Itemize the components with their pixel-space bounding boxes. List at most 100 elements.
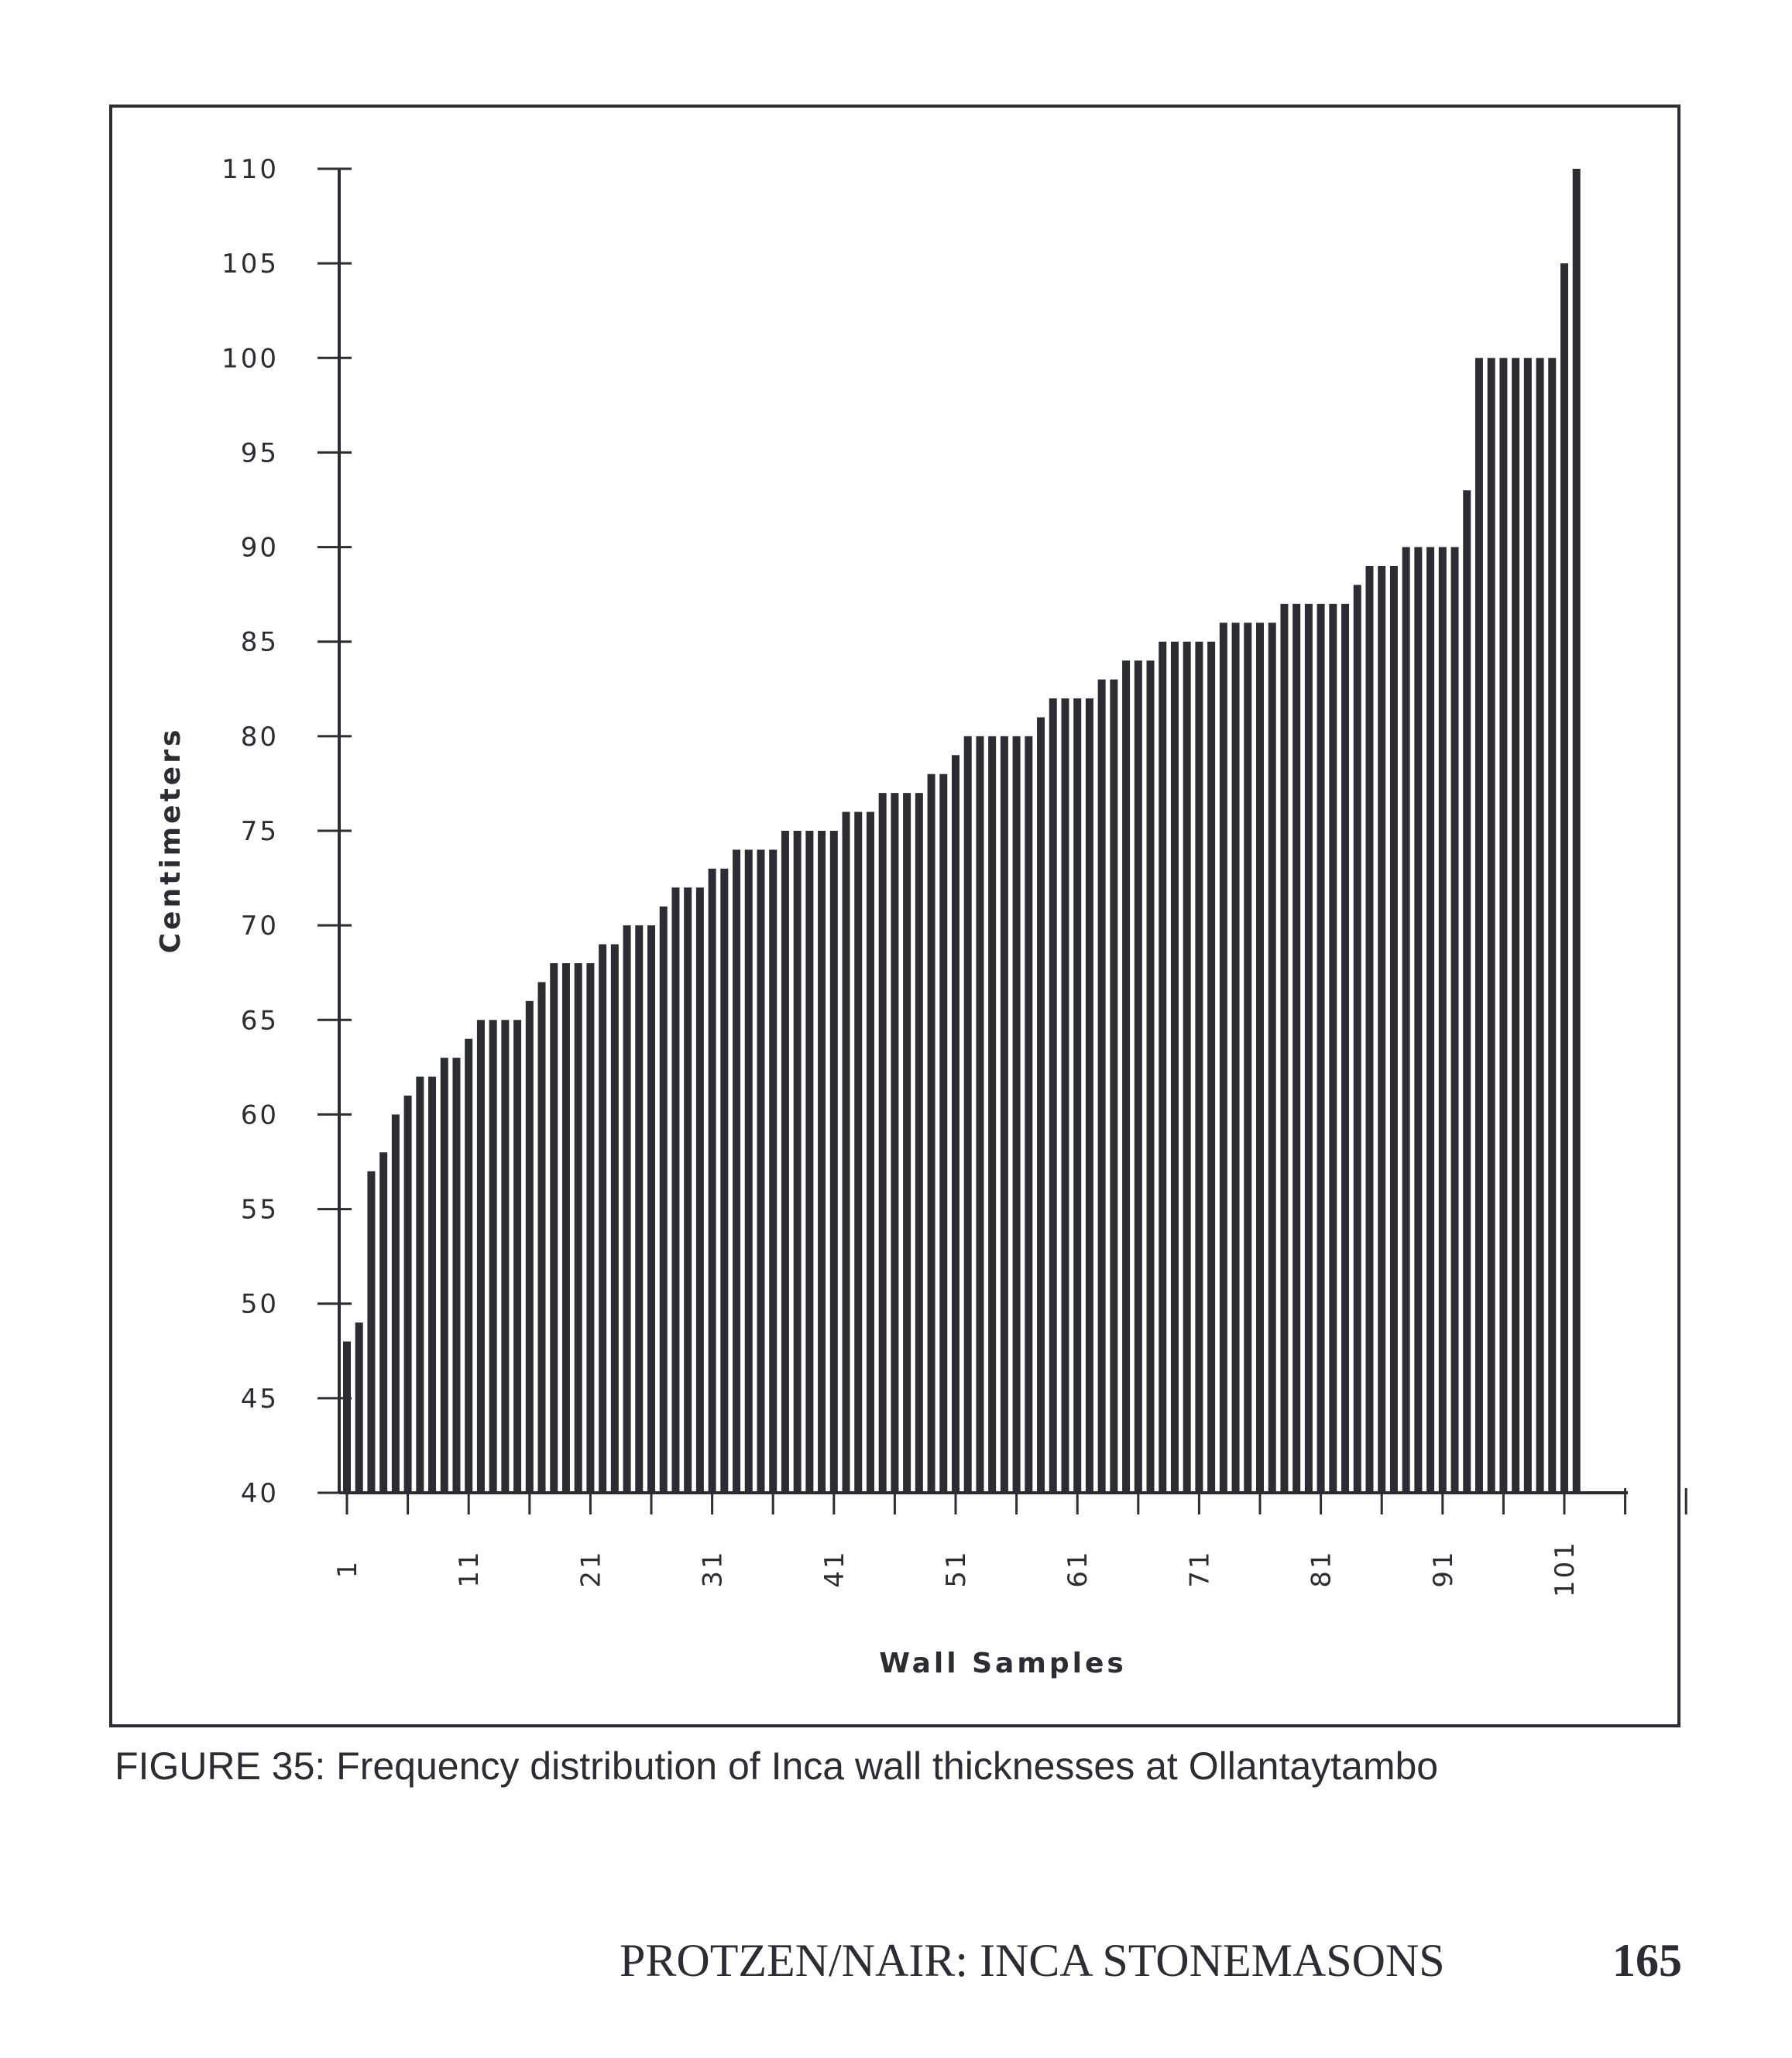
bar bbox=[1195, 641, 1203, 1493]
bar bbox=[866, 811, 874, 1493]
bar bbox=[1207, 641, 1216, 1493]
bar bbox=[671, 887, 680, 1493]
bar bbox=[537, 982, 546, 1493]
bar bbox=[684, 887, 692, 1493]
bar bbox=[343, 1341, 351, 1493]
x-tick-label: 31 bbox=[698, 1549, 729, 1587]
bar bbox=[452, 1058, 461, 1493]
bar bbox=[805, 831, 814, 1493]
bar bbox=[1049, 698, 1057, 1493]
x-tick-label: 1 bbox=[332, 1559, 363, 1579]
bar bbox=[818, 831, 826, 1493]
bar bbox=[1560, 263, 1568, 1494]
bar bbox=[1438, 547, 1447, 1493]
bar bbox=[1061, 698, 1069, 1493]
bar bbox=[659, 906, 668, 1493]
bar bbox=[355, 1322, 363, 1493]
bar bbox=[1159, 641, 1167, 1493]
bar bbox=[1402, 547, 1410, 1493]
bar bbox=[1000, 736, 1008, 1493]
x-tick-label: 21 bbox=[575, 1549, 606, 1587]
bar bbox=[1341, 603, 1350, 1493]
y-tick-label: 90 bbox=[241, 533, 279, 564]
bar bbox=[903, 793, 911, 1493]
bar bbox=[428, 1076, 437, 1493]
bar bbox=[1317, 603, 1325, 1493]
y-tick-label: 105 bbox=[221, 249, 279, 280]
x-tick-label: 61 bbox=[1062, 1549, 1093, 1587]
bar bbox=[1146, 660, 1155, 1494]
bar bbox=[1378, 566, 1386, 1493]
bar bbox=[1025, 736, 1033, 1493]
bar bbox=[525, 1000, 534, 1493]
bars-group bbox=[343, 169, 1581, 1494]
bar bbox=[878, 793, 887, 1493]
bar bbox=[1572, 169, 1581, 1493]
bar bbox=[976, 736, 984, 1493]
bar bbox=[829, 831, 838, 1493]
y-tick-label: 75 bbox=[241, 816, 279, 847]
bar bbox=[367, 1171, 376, 1493]
bar bbox=[647, 925, 655, 1493]
y-tick-label: 65 bbox=[241, 1005, 279, 1036]
y-axis: 40 45 50 55 60 65 70 75 80 85 90 95 100 105 110 bbox=[221, 154, 352, 1509]
bar bbox=[391, 1114, 400, 1493]
x-tick-label: 41 bbox=[819, 1549, 850, 1587]
y-axis-title: Centimeters bbox=[155, 727, 187, 954]
y-tick-label: 85 bbox=[241, 627, 279, 658]
bar bbox=[476, 1020, 485, 1493]
bar bbox=[403, 1096, 412, 1493]
page-number: 165 bbox=[1612, 1935, 1682, 1986]
bar bbox=[489, 1020, 497, 1493]
figure-caption: FIGURE 35: Frequency distribution of Inc… bbox=[115, 1744, 1439, 1788]
x-tick-label: 71 bbox=[1184, 1549, 1215, 1587]
bar bbox=[1353, 585, 1361, 1493]
bar bbox=[695, 887, 704, 1493]
bar bbox=[1110, 679, 1118, 1493]
bar bbox=[440, 1058, 448, 1493]
bar bbox=[599, 944, 607, 1493]
bar bbox=[1012, 736, 1021, 1493]
bar bbox=[1414, 547, 1423, 1493]
bar bbox=[623, 925, 631, 1493]
bar bbox=[720, 868, 729, 1493]
bar bbox=[1097, 679, 1106, 1493]
x-axis: 1 11 21 31 41 51 61 71 81 91 101 bbox=[332, 1488, 1687, 1597]
bar bbox=[610, 944, 619, 1493]
bar bbox=[513, 1020, 522, 1493]
bar bbox=[1183, 641, 1191, 1493]
bar bbox=[939, 773, 948, 1493]
bar bbox=[1256, 623, 1264, 1494]
bar bbox=[501, 1020, 510, 1493]
bar bbox=[1523, 358, 1532, 1494]
bar bbox=[586, 963, 595, 1493]
bar bbox=[1293, 603, 1301, 1493]
y-tick-label: 45 bbox=[241, 1384, 279, 1415]
bar bbox=[1037, 717, 1045, 1493]
bar bbox=[757, 849, 765, 1493]
bar bbox=[1134, 660, 1142, 1494]
bar bbox=[465, 1038, 473, 1493]
bar bbox=[1512, 358, 1520, 1494]
y-tick-label: 60 bbox=[241, 1099, 279, 1130]
bar bbox=[781, 831, 789, 1493]
bar bbox=[550, 963, 558, 1493]
bar bbox=[1280, 603, 1289, 1493]
bar bbox=[1474, 358, 1483, 1494]
bar bbox=[574, 963, 582, 1493]
y-tick-label: 110 bbox=[221, 154, 279, 185]
x-axis-title: Wall Samples bbox=[879, 1648, 1127, 1679]
bar bbox=[561, 963, 570, 1493]
bar bbox=[1365, 566, 1374, 1493]
bar bbox=[1085, 698, 1093, 1493]
bar bbox=[1073, 698, 1082, 1493]
bar bbox=[1426, 547, 1435, 1493]
x-tick-label: 91 bbox=[1428, 1549, 1459, 1587]
bar bbox=[1244, 623, 1252, 1494]
bar bbox=[1329, 603, 1337, 1493]
bar bbox=[1231, 623, 1240, 1494]
bar bbox=[1389, 566, 1398, 1493]
bar bbox=[635, 925, 644, 1493]
figure-frame bbox=[109, 105, 1680, 1727]
x-tick-label: 11 bbox=[454, 1549, 485, 1587]
